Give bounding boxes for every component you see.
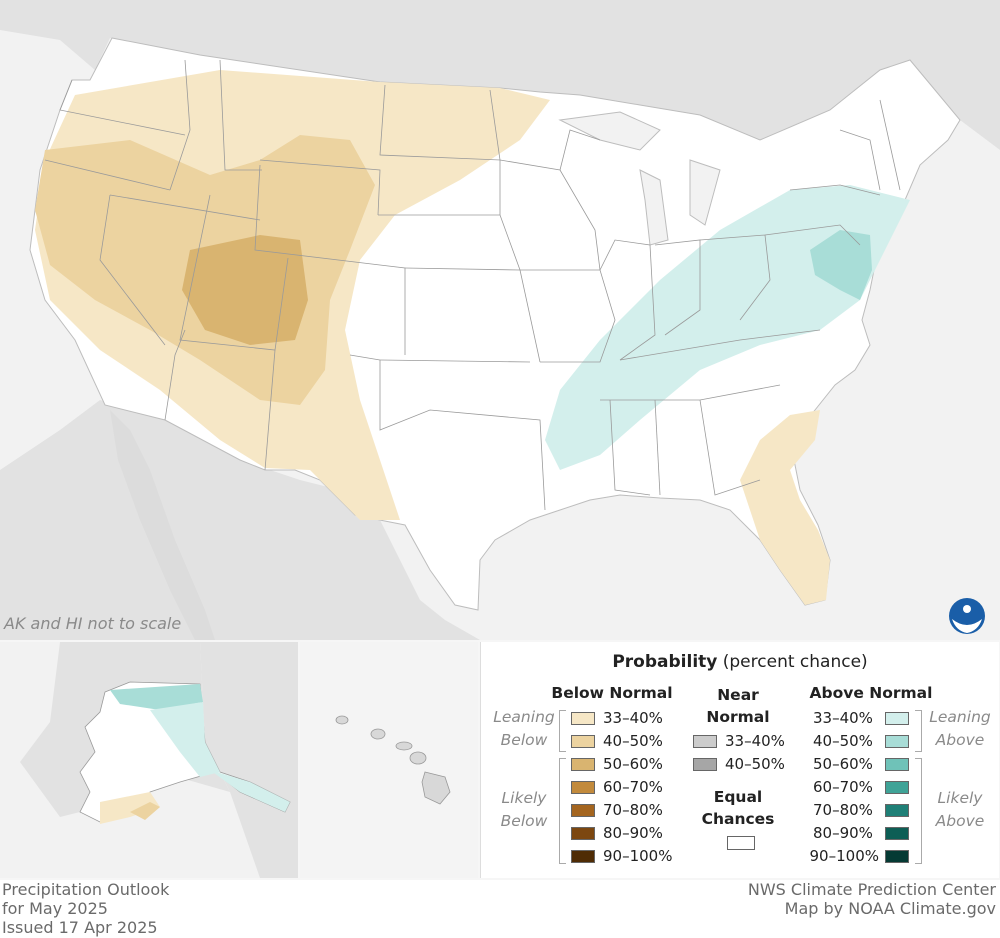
outlook-caption: Precipitation Outlook for May 2025 Issue… xyxy=(2,880,170,937)
legend-above-item: 90–100% xyxy=(803,846,909,866)
alaska-map xyxy=(0,642,298,878)
legend-near-item: 33–40% xyxy=(693,731,785,751)
likely-below-label: Likely Below xyxy=(500,789,548,830)
below-normal-regions xyxy=(35,70,830,605)
legend-below-item: 80–90% xyxy=(571,823,663,843)
leaning-below-label: Leaning Below xyxy=(493,708,555,749)
hawaii-map xyxy=(300,642,478,878)
hawaii-inset xyxy=(300,642,478,878)
great-lakes xyxy=(558,111,816,253)
legend-title: Probability (percent chance) xyxy=(612,652,868,672)
credit-caption: NWS Climate Prediction Center Map by NOA… xyxy=(747,880,996,918)
legend-swatch xyxy=(571,711,595,725)
conus-map xyxy=(0,0,1000,640)
leaning-below-bracket xyxy=(559,710,566,752)
legend-below-item: 40–50% xyxy=(571,731,663,751)
legend-swatch xyxy=(571,803,595,817)
leaning-above-bracket xyxy=(915,710,922,752)
legend-above-item: 60–70% xyxy=(813,777,909,797)
above-normal-header: Above Normal xyxy=(809,684,933,702)
main-map: AK and HI not to scale xyxy=(0,0,1000,640)
likely-above-bracket xyxy=(915,758,922,864)
legend-swatch xyxy=(885,780,909,794)
legend-swatch xyxy=(885,849,909,863)
alaska-inset xyxy=(0,642,298,878)
legend-swatch xyxy=(885,757,909,771)
legend-swatch xyxy=(571,757,595,771)
leaning-above-label: Leaning Above xyxy=(929,708,991,749)
legend-swatch xyxy=(571,734,595,748)
legend-swatch xyxy=(885,711,909,725)
likely-above-label: Likely Above xyxy=(935,789,985,830)
canada-landmass xyxy=(0,0,1000,150)
equal-chances-header: Equal Chances xyxy=(701,788,775,828)
noaa-logo xyxy=(949,598,985,634)
legend-above-item: 33–40% xyxy=(813,708,909,728)
legend-below-item: 60–70% xyxy=(571,777,663,797)
legend-swatch xyxy=(571,780,595,794)
legend-swatch xyxy=(693,757,717,771)
scale-note: AK and HI not to scale xyxy=(4,614,182,633)
legend-swatch xyxy=(571,826,595,840)
legend-swatch xyxy=(571,849,595,863)
near-normal-header: Near Normal xyxy=(706,686,770,726)
legend-swatch xyxy=(693,734,717,748)
legend-swatch xyxy=(885,803,909,817)
legend-swatch xyxy=(885,734,909,748)
legend-swatch xyxy=(885,826,909,840)
legend-below-item: 50–60% xyxy=(571,754,663,774)
equal-chances-swatch xyxy=(727,836,755,850)
legend-below-item: 70–80% xyxy=(571,800,663,820)
legend-above-item: 40–50% xyxy=(813,731,909,751)
below-normal-header: Below Normal xyxy=(551,684,673,702)
legend-above-item: 80–90% xyxy=(813,823,909,843)
baja-peninsula xyxy=(110,410,215,640)
legend-above-item: 50–60% xyxy=(813,754,909,774)
legend-above-item: 70–80% xyxy=(813,800,909,820)
legend-near-item: 40–50% xyxy=(693,754,785,774)
legend: Probability (percent chance) Below Norma… xyxy=(480,642,999,878)
above-normal-regions xyxy=(545,185,910,470)
legend-below-item: 33–40% xyxy=(571,708,663,728)
likely-below-bracket xyxy=(559,758,566,864)
legend-below-item: 90–100% xyxy=(571,846,672,866)
state-boundaries xyxy=(44,59,901,511)
